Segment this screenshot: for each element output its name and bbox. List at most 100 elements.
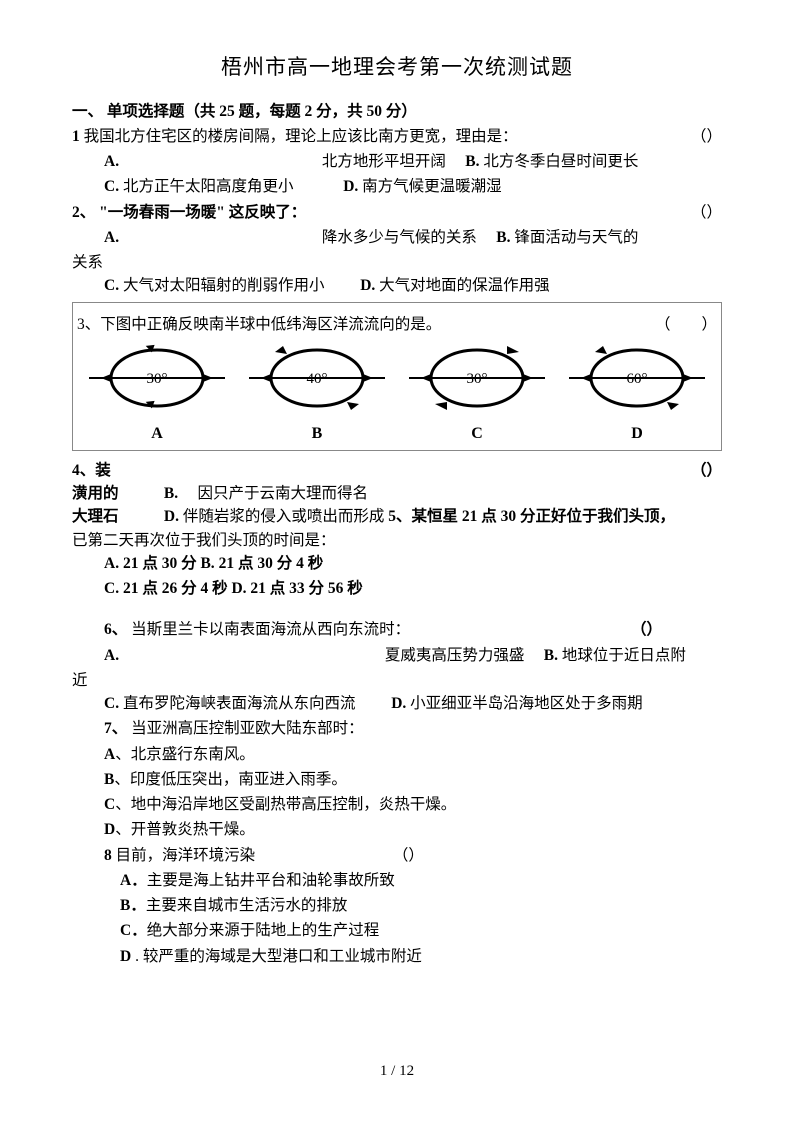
diagram-letter-d: D [557, 422, 717, 446]
q6-num: 6、 [104, 621, 127, 638]
q7-d-text: 开普敦炎热干燥。 [131, 821, 255, 838]
svg-text:30°: 30° [147, 371, 168, 387]
q6-btail: 近 [72, 669, 722, 692]
diagram-row: 30° 40° 30° [77, 336, 717, 420]
q4-bracket: （） [691, 459, 722, 482]
q7-a: A、北京盛行东南风。 [72, 743, 722, 766]
q6-cd: C. 直布罗陀海峡表面海流从东向西流 D. 小亚细亚半岛沿海地区处于多雨期 [72, 692, 722, 715]
q8-d-text: . 较严重的海域是大型港口和工业城市附近 [135, 948, 422, 965]
q8-num: 8 [104, 847, 112, 864]
diagram-letter-c: C [397, 422, 557, 446]
q1-d: 南方气候更温暖潮湿 [362, 178, 502, 195]
q6-stem: 6、 当斯里兰卡以南表面海流从西向东流时： （） [72, 618, 722, 641]
q4-d: 伴随岩浆的侵入或喷出而形成 [183, 508, 385, 525]
q7-text: 当亚洲高压控制亚欧大陆东部时： [131, 720, 364, 737]
q7-b: B、印度低压突出，南亚进入雨季。 [72, 768, 722, 791]
q4-b-line: B. 因只产于云南大理而得名 [120, 482, 722, 505]
q1-a-label: A. [104, 153, 119, 170]
q8-d: D . 较严重的海域是大型港口和工业城市附近 [72, 945, 722, 968]
page-title: 梧州市高一地理会考第一次统测试题 [72, 52, 722, 84]
q3-diagram-box: 3、下图中正确反映南半球中低纬海区洋流流向的是。 （ ） 30° [72, 302, 722, 451]
q1-stem: 1 我国北方住宅区的楼房间隔，理论上应该比南方更宽，理由是： （） [72, 125, 722, 148]
q3-bracket: （ ） [655, 313, 717, 336]
diagram-letters: A B C D [77, 422, 717, 446]
q8-a: A．主要是海上钻井平台和油轮事故所致 [72, 869, 722, 892]
q2-text: "一场春雨一场暖" 这反映了： [99, 204, 306, 221]
svg-text:30°: 30° [467, 371, 488, 387]
q4-b: 因只产于云南大理而得名 [197, 485, 368, 502]
q2-row-cd: C. 大气对太阳辐射的削弱作用小 D. 大气对地面的保温作用强 [72, 274, 722, 297]
q1-c: 北方正午太阳高度角更小 [123, 178, 294, 195]
q1-d-label: D. [343, 178, 358, 195]
q5-b: 21 点 30 分 4 秒 [219, 555, 324, 572]
q8-b: B．主要来自城市生活污水的排放 [72, 894, 722, 917]
q8-c: C．绝大部分来源于陆地上的生产过程 [72, 919, 722, 942]
q7-c-text: 地中海沿岸地区受副热带高压控制，炎热干燥。 [131, 796, 457, 813]
q1-text: 我国北方住宅区的楼房间隔，理论上应该比南方更宽，理由是： [84, 128, 518, 145]
q7-c: C、地中海沿岸地区受副热带高压控制，炎热干燥。 [72, 793, 722, 816]
q3-text: 3、下图中正确反映南半球中低纬海区洋流流向的是。 [77, 316, 441, 333]
diagram-letter-b: B [237, 422, 397, 446]
q6-d-label: D. [391, 695, 406, 712]
q7-stem: 7、 当亚洲高压控制亚欧大陆东部时： [72, 717, 722, 740]
q6-d: 小亚细亚半岛沿海地区处于多雨期 [410, 695, 643, 712]
q2-c-label: C. [104, 277, 119, 294]
q2-d-label: D. [360, 277, 375, 294]
section-1-header: 一、 单项选择题（共 25 题，每题 2 分，共 50 分） [72, 100, 722, 123]
q1-a: 北方地形平坦开阔 [322, 153, 446, 170]
q2-b-tail: 关系 [72, 251, 722, 274]
q5-d: 21 点 33 分 56 秒 [250, 580, 362, 597]
q7-a-text: 北京盛行东南风。 [131, 746, 255, 763]
q6-b: 地球位于近日点附 [562, 647, 686, 664]
diagram-a: 30° [87, 336, 227, 420]
q7-num: 7、 [104, 720, 127, 737]
q8-c-text: 绝大部分来源于陆地上的生产过程 [147, 922, 380, 939]
q1-c-label: C. [104, 178, 119, 195]
q4-left: 4、装潢用的大理石 [72, 459, 120, 529]
diagram-c: 30° [407, 336, 547, 420]
q6-a: 夏威夷高压势力强盛 [385, 647, 525, 664]
q8-b-text: 主要来自城市生活污水的排放 [146, 897, 348, 914]
q2-c: 大气对太阳辐射的削弱作用小 [123, 277, 325, 294]
diagram-d: 60° [567, 336, 707, 420]
q1-bracket: （） [691, 125, 722, 148]
q6-a-label: A. [104, 647, 119, 664]
q5-tail: 已第二天再次位于我们头顶的时间是： [72, 529, 722, 552]
q2-b: 锋面活动与天气的 [514, 229, 638, 246]
q6-text: 当斯里兰卡以南表面海流从西向东流时： [131, 621, 410, 638]
q8-stem: 8 目前，海洋环境污染 （） [72, 844, 722, 867]
q5-a: 21 点 30 分 [123, 555, 197, 572]
q4-d-label: D. [164, 508, 179, 525]
q2-bracket: （） [691, 201, 722, 224]
q5-c: 21 点 26 分 4 秒 [123, 580, 228, 597]
q4-block: 4、装潢用的大理石 （） B. 因只产于云南大理而得名 D. 伴随岩浆的侵入或喷… [72, 459, 722, 529]
q2-stem: 2、 "一场春雨一场暖" 这反映了： （） [72, 201, 722, 224]
q8-a-text: 主要是海上钻井平台和油轮事故所致 [147, 872, 395, 889]
q7-d: D、开普敦炎热干燥。 [72, 818, 722, 841]
q7-b-text: 印度低压突出，南亚进入雨季。 [130, 771, 347, 788]
q6-c: 直布罗陀海峡表面海流从东向西流 [123, 695, 356, 712]
q5-d-label: D. [231, 580, 250, 597]
q4-d-q5-line: D. 伴随岩浆的侵入或喷出而形成 5、某恒星 21 点 30 分正好位于我们头顶… [120, 505, 722, 528]
q2-b-label: B. [496, 229, 510, 246]
q2-d: 大气对地面的保温作用强 [379, 277, 550, 294]
q2-num: 2、 [72, 204, 99, 221]
q1-row-cd: C. 北方正午太阳高度角更小 D. 南方气候更温暖潮湿 [72, 175, 722, 198]
q4-bracket-line: （） [120, 459, 722, 482]
q1-b: 北方冬季白昼时间更长 [483, 153, 638, 170]
q5-b-label: B. [200, 555, 218, 572]
q8-bracket: （） [393, 847, 424, 864]
q6-c-label: C. [104, 695, 119, 712]
svg-text:40°: 40° [307, 371, 328, 387]
q4-b-label: B. [164, 485, 178, 502]
q6-ab: A. 夏威夷高压势力强盛 B. 地球位于近日点附 [72, 644, 722, 667]
q2-row-ab: A. 降水多少与气候的关系 B. 锋面活动与天气的 [72, 226, 722, 249]
q5-ab: A. 21 点 30 分 B. 21 点 30 分 4 秒 [72, 552, 722, 575]
q8-text: 目前，海洋环境污染 [116, 847, 256, 864]
q5-c-label: C. [104, 580, 123, 597]
svg-text:60°: 60° [627, 371, 648, 387]
q5-inline: 5、某恒星 21 点 30 分正好位于我们头顶， [388, 508, 675, 525]
q6-bracket: （） [631, 618, 662, 641]
q5-a-label: A. [104, 555, 123, 572]
q6-b-label: B. [544, 647, 558, 664]
